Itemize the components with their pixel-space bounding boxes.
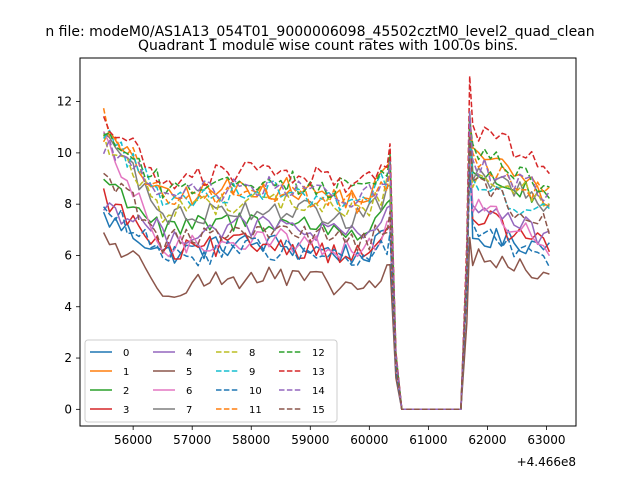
legend-label: 15 — [312, 405, 325, 416]
plot-area — [102, 75, 551, 411]
legend-label: 11 — [249, 405, 262, 416]
y-tick-label: 12 — [57, 95, 72, 109]
legend-label: 14 — [312, 386, 325, 397]
legend-label: 9 — [249, 367, 255, 378]
y-tick-label: 6 — [64, 248, 72, 262]
x-tick-label: 59000 — [291, 433, 329, 447]
y-tick-label: 8 — [64, 197, 72, 211]
legend-label: 13 — [312, 367, 325, 378]
legend-label: 6 — [186, 386, 192, 397]
series-line-13 — [102, 75, 550, 411]
series-line-2 — [103, 111, 550, 411]
x-offset-label: +4.466e8 — [517, 455, 576, 469]
y-tick-label: 0 — [64, 402, 72, 416]
legend-label: 10 — [249, 386, 262, 397]
series-line-12 — [103, 121, 550, 411]
series-line-6 — [102, 131, 551, 411]
series-line-8 — [102, 131, 550, 411]
legend-label: 4 — [186, 348, 192, 359]
x-tick-label: 56000 — [114, 433, 152, 447]
y-tick-label: 4 — [64, 300, 72, 314]
y-tick-label: 2 — [64, 351, 72, 365]
legend-label: 5 — [186, 367, 192, 378]
x-tick-label: 60000 — [350, 433, 388, 447]
y-axis: 0 2 4 6 8 10 12 — [57, 95, 80, 416]
legend-label: 12 — [312, 348, 325, 359]
y-tick-label: 10 — [57, 146, 72, 160]
figure-suptitle: n file: modeM0/AS1A13_054T01_9000006098_… — [45, 24, 594, 40]
series-line-14 — [102, 111, 551, 411]
legend-box — [84, 339, 338, 423]
legend-label: 8 — [249, 348, 255, 359]
x-axis: 56000 57000 58000 59000 60000 61000 62000 63000 — [114, 426, 566, 447]
series-line-5 — [102, 232, 550, 411]
legend-label: 7 — [186, 405, 192, 416]
series-line-10 — [103, 167, 551, 411]
legend-label: 2 — [123, 386, 129, 397]
series-line-15 — [103, 136, 551, 411]
x-tick-label: 58000 — [232, 433, 270, 447]
x-tick-label: 57000 — [173, 433, 211, 447]
x-tick-label: 61000 — [409, 433, 447, 447]
legend-label: 1 — [123, 367, 129, 378]
legend-label: 0 — [123, 348, 129, 359]
axes-frame — [79, 57, 577, 427]
chart-title: Quadrant 1 module wise count rates with … — [138, 38, 518, 54]
x-tick-label: 63000 — [527, 433, 565, 447]
legend-label: 3 — [123, 405, 129, 416]
x-tick-label: 62000 — [468, 433, 506, 447]
